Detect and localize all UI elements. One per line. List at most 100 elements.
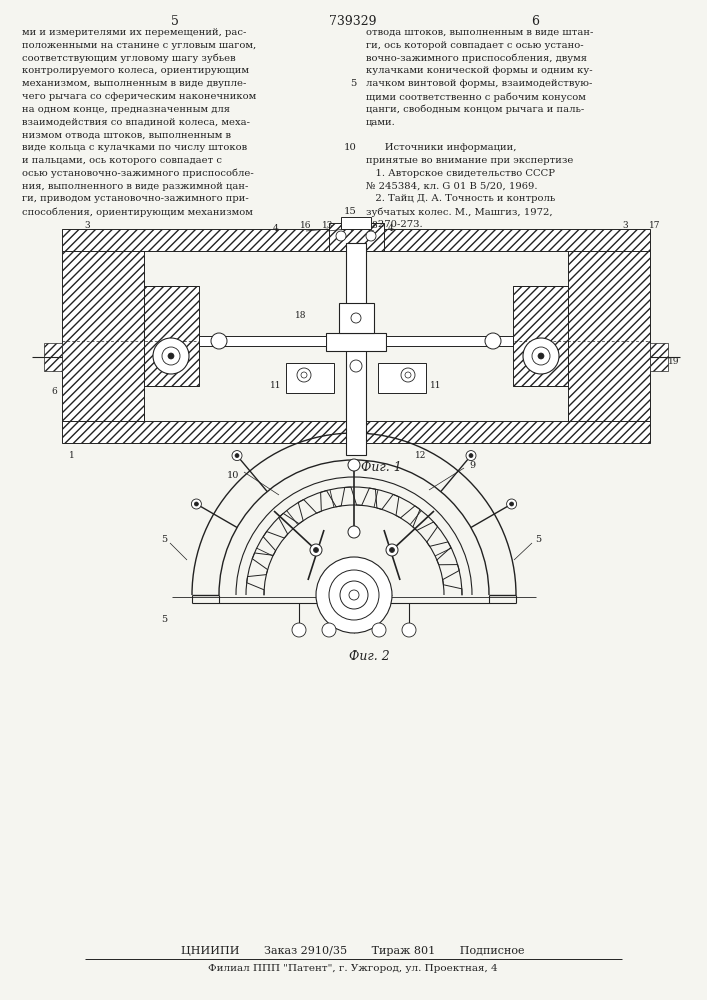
Circle shape (297, 368, 311, 382)
Bar (650, 343, 668, 371)
Text: 6: 6 (531, 15, 539, 28)
Text: 1: 1 (69, 451, 75, 460)
Circle shape (390, 548, 395, 552)
Circle shape (211, 333, 227, 349)
Text: способления, ориентирующим механизмом: способления, ориентирующим механизмом (22, 207, 253, 217)
Text: 9: 9 (469, 460, 475, 470)
Text: 2: 2 (348, 221, 354, 230)
Bar (346, 243, 366, 455)
Text: Источники информации,: Источники информации, (366, 143, 517, 152)
Text: цанги, свободным концом рычага и паль-: цанги, свободным концом рычага и паль- (366, 105, 584, 114)
Circle shape (168, 353, 174, 359)
Circle shape (322, 623, 336, 637)
Circle shape (386, 544, 398, 556)
Text: 5: 5 (171, 15, 179, 28)
Bar (44, 343, 62, 371)
Text: 1. Авторское свидетельство СССР: 1. Авторское свидетельство СССР (366, 169, 555, 178)
Text: положенными на станине с угловым шагом,: положенными на станине с угловым шагом, (22, 41, 256, 50)
Circle shape (153, 338, 189, 374)
Bar (326, 333, 386, 351)
Circle shape (301, 372, 307, 378)
Circle shape (485, 333, 501, 349)
Text: лачком винтовой формы, взаимодействую-: лачком винтовой формы, взаимодействую- (366, 79, 592, 88)
Text: осью установочно-зажимного приспособле-: осью установочно-зажимного приспособле- (22, 169, 254, 178)
Text: 2. Тайц Д. А. Точность и контроль: 2. Тайц Д. А. Точность и контроль (366, 194, 555, 203)
Circle shape (292, 623, 306, 637)
Text: 12: 12 (415, 451, 427, 460)
Circle shape (348, 459, 360, 471)
Text: 16: 16 (300, 221, 312, 230)
Circle shape (348, 526, 360, 538)
Text: 5: 5 (351, 79, 357, 88)
Text: 3: 3 (84, 221, 90, 230)
Bar (339, 303, 373, 333)
Text: ги, приводом установочно-зажимного при-: ги, приводом установочно-зажимного при- (22, 194, 249, 203)
Bar (62, 251, 144, 421)
Circle shape (351, 313, 361, 323)
Text: 6: 6 (51, 386, 57, 395)
Bar (513, 286, 568, 386)
Circle shape (340, 581, 368, 609)
Circle shape (510, 502, 513, 506)
Bar (144, 286, 199, 386)
Text: 5: 5 (535, 536, 541, 544)
Text: Фиг. 2: Фиг. 2 (349, 650, 390, 663)
Text: № 245384, кл. G 01 B 5/20, 1969.: № 245384, кл. G 01 B 5/20, 1969. (366, 182, 537, 191)
Bar (341, 217, 371, 229)
Bar (329, 223, 383, 251)
Text: Филиал ППП "Патент", г. Ужгород, ул. Проектная, 4: Филиал ППП "Патент", г. Ужгород, ул. Про… (208, 964, 498, 973)
Circle shape (402, 623, 416, 637)
Text: ЦНИИПИ       Заказ 2910/35       Тираж 801       Подписное: ЦНИИПИ Заказ 2910/35 Тираж 801 Подписное (181, 946, 525, 956)
Text: 14: 14 (380, 368, 392, 377)
Text: 739329: 739329 (329, 15, 377, 28)
Bar (568, 251, 650, 421)
Text: соответствующим угловому шагу зубьев: соответствующим угловому шагу зубьев (22, 54, 235, 63)
Text: 10: 10 (344, 143, 357, 152)
Text: 5: 5 (161, 536, 167, 544)
Text: кулачками конической формы и одним ку-: кулачками конической формы и одним ку- (366, 66, 592, 75)
Circle shape (316, 557, 392, 633)
Text: отвода штоков, выполненным в виде штан-: отвода штоков, выполненным в виде штан- (366, 28, 593, 37)
Text: Фиг. 1: Фиг. 1 (361, 461, 402, 474)
Text: зубчатых колес. М., Машгиз, 1972,: зубчатых колес. М., Машгиз, 1972, (366, 207, 553, 217)
Text: 15: 15 (344, 207, 357, 216)
Circle shape (469, 454, 473, 458)
Bar (62, 229, 650, 251)
Bar (346, 321, 366, 376)
Text: 4: 4 (273, 224, 279, 233)
Text: 3: 3 (622, 221, 628, 230)
Text: низмом отвода штоков, выполненным в: низмом отвода штоков, выполненным в (22, 130, 231, 139)
Bar (378, 363, 426, 393)
Text: 11: 11 (270, 381, 282, 390)
Bar (199, 336, 326, 346)
Text: на одном конце, предназначенным для: на одном конце, предназначенным для (22, 105, 230, 114)
Text: взаимодействия со впадиной колеса, меха-: взаимодействия со впадиной колеса, меха- (22, 118, 250, 127)
Text: 17: 17 (649, 221, 661, 230)
Text: ния, выполненного в виде разжимной цан-: ния, выполненного в виде разжимной цан- (22, 182, 248, 191)
Circle shape (401, 368, 415, 382)
Text: ги, ось которой совпадает с осью устано-: ги, ось которой совпадает с осью устано- (366, 41, 583, 50)
Circle shape (349, 590, 359, 600)
Circle shape (329, 570, 379, 620)
Circle shape (192, 499, 201, 509)
Text: 4: 4 (388, 224, 394, 233)
Bar (386, 336, 513, 346)
Text: контролируемого колеса, ориентирующим: контролируемого колеса, ориентирующим (22, 66, 249, 75)
Text: 19: 19 (668, 357, 679, 365)
Circle shape (162, 347, 180, 365)
Circle shape (310, 544, 322, 556)
Text: виде кольца с кулачками по числу штоков: виде кольца с кулачками по числу штоков (22, 143, 247, 152)
Circle shape (366, 231, 376, 241)
Text: 15: 15 (345, 406, 357, 416)
Text: с. 270-273.: с. 270-273. (366, 220, 423, 229)
Text: 5: 5 (161, 615, 167, 624)
Bar (286, 363, 334, 393)
Circle shape (235, 454, 239, 458)
Text: ми и измерителями их перемещений, рас-: ми и измерителями их перемещений, рас- (22, 28, 246, 37)
Bar (62, 421, 650, 443)
Circle shape (538, 353, 544, 359)
Text: 13: 13 (322, 221, 334, 230)
Text: 8: 8 (371, 221, 377, 230)
Circle shape (466, 451, 476, 461)
Circle shape (336, 231, 346, 241)
